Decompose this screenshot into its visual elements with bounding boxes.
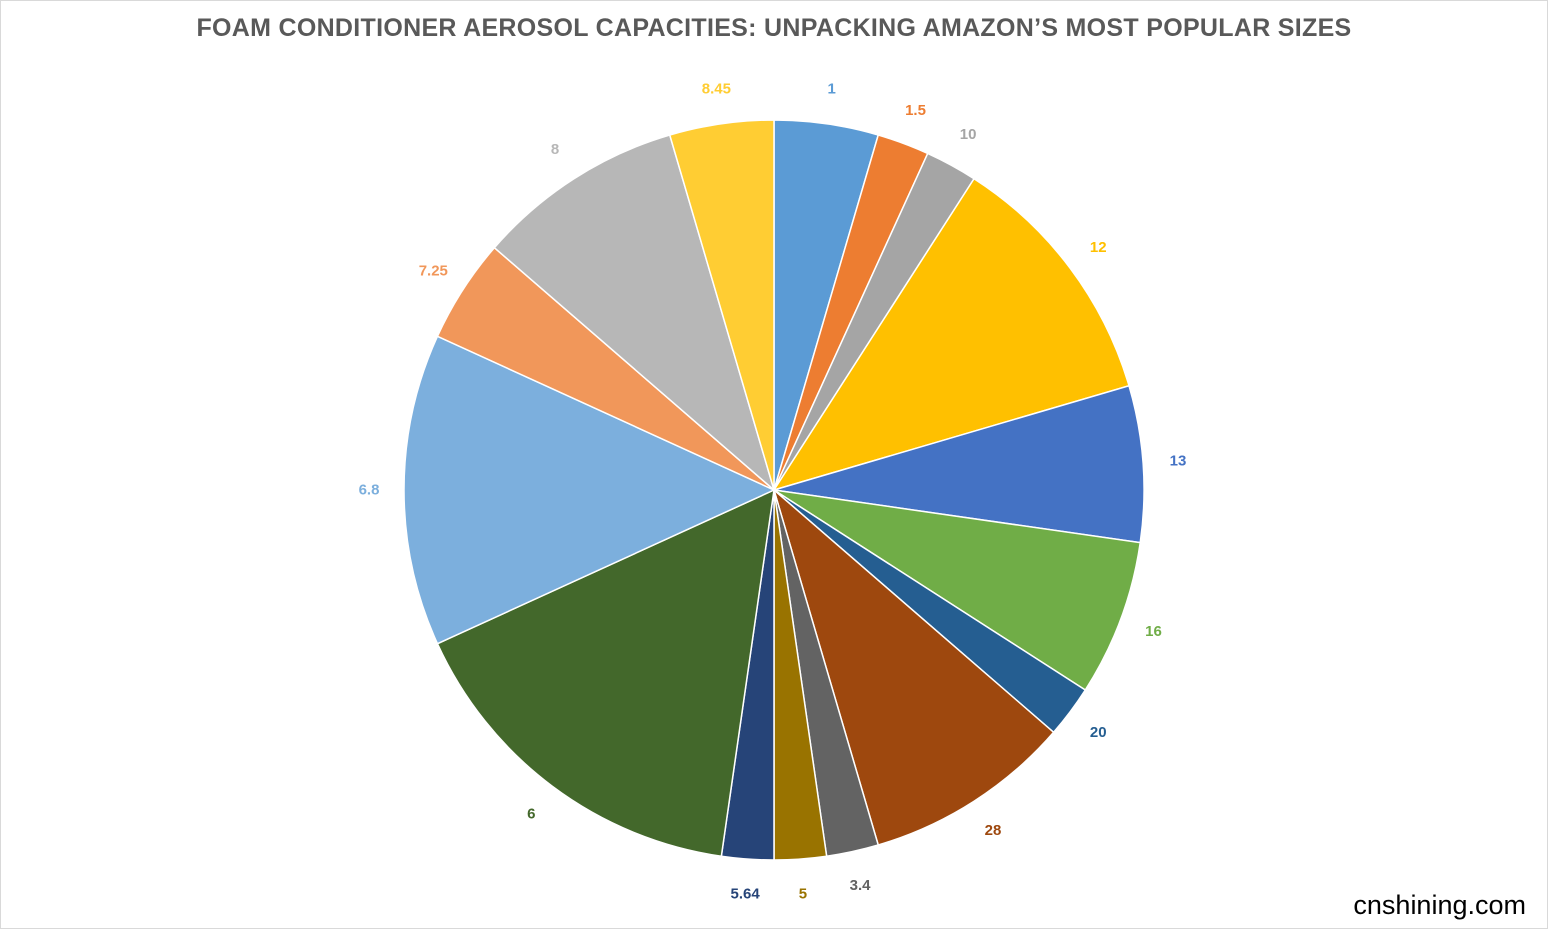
- chart-title: FOAM CONDITIONER AEROSOL CAPACITIES: UNP…: [196, 14, 1352, 42]
- pie-label-8: 8: [551, 141, 559, 158]
- pie-slice-13: [773, 384, 1145, 544]
- pie-label-13: 13: [1170, 453, 1187, 470]
- pie-label-16: 16: [1145, 623, 1162, 640]
- pie-slice-12: [772, 177, 1130, 492]
- pie-label-6-8: 6.8: [359, 482, 380, 499]
- pie-label-8-45: 8.45: [702, 81, 731, 98]
- pie-slice-16: [773, 489, 1142, 692]
- pie-label-3-4: 3.4: [850, 877, 872, 894]
- pie-slice-8-45: [668, 119, 775, 491]
- pie-slice-8: [493, 134, 776, 493]
- pie-label-12: 12: [1090, 239, 1107, 256]
- pie-slice-6: [436, 488, 775, 858]
- pie-label-1-5: 1.5: [905, 102, 926, 119]
- pie-label-7-25: 7.25: [419, 263, 448, 280]
- pie-label-6: 6: [527, 806, 535, 823]
- pie-label-1: 1: [827, 81, 835, 98]
- pie-label-5: 5: [799, 885, 807, 902]
- pie-label-20: 20: [1090, 724, 1107, 741]
- pie-label-28: 28: [985, 822, 1002, 839]
- pie-label-5-64: 5.64: [731, 885, 761, 902]
- pie-label-10: 10: [960, 126, 977, 143]
- pie-slice-6-8: [403, 335, 776, 645]
- watermark: cnshining.com: [1353, 890, 1526, 920]
- pie-slices: [403, 119, 1145, 861]
- pie-slice-28: [772, 487, 1055, 846]
- pie-labels: 1 1.5 10 12 13 16 20 28 3.4 5 5.64 6 6.8 7.25 8 8.45: [359, 81, 1187, 903]
